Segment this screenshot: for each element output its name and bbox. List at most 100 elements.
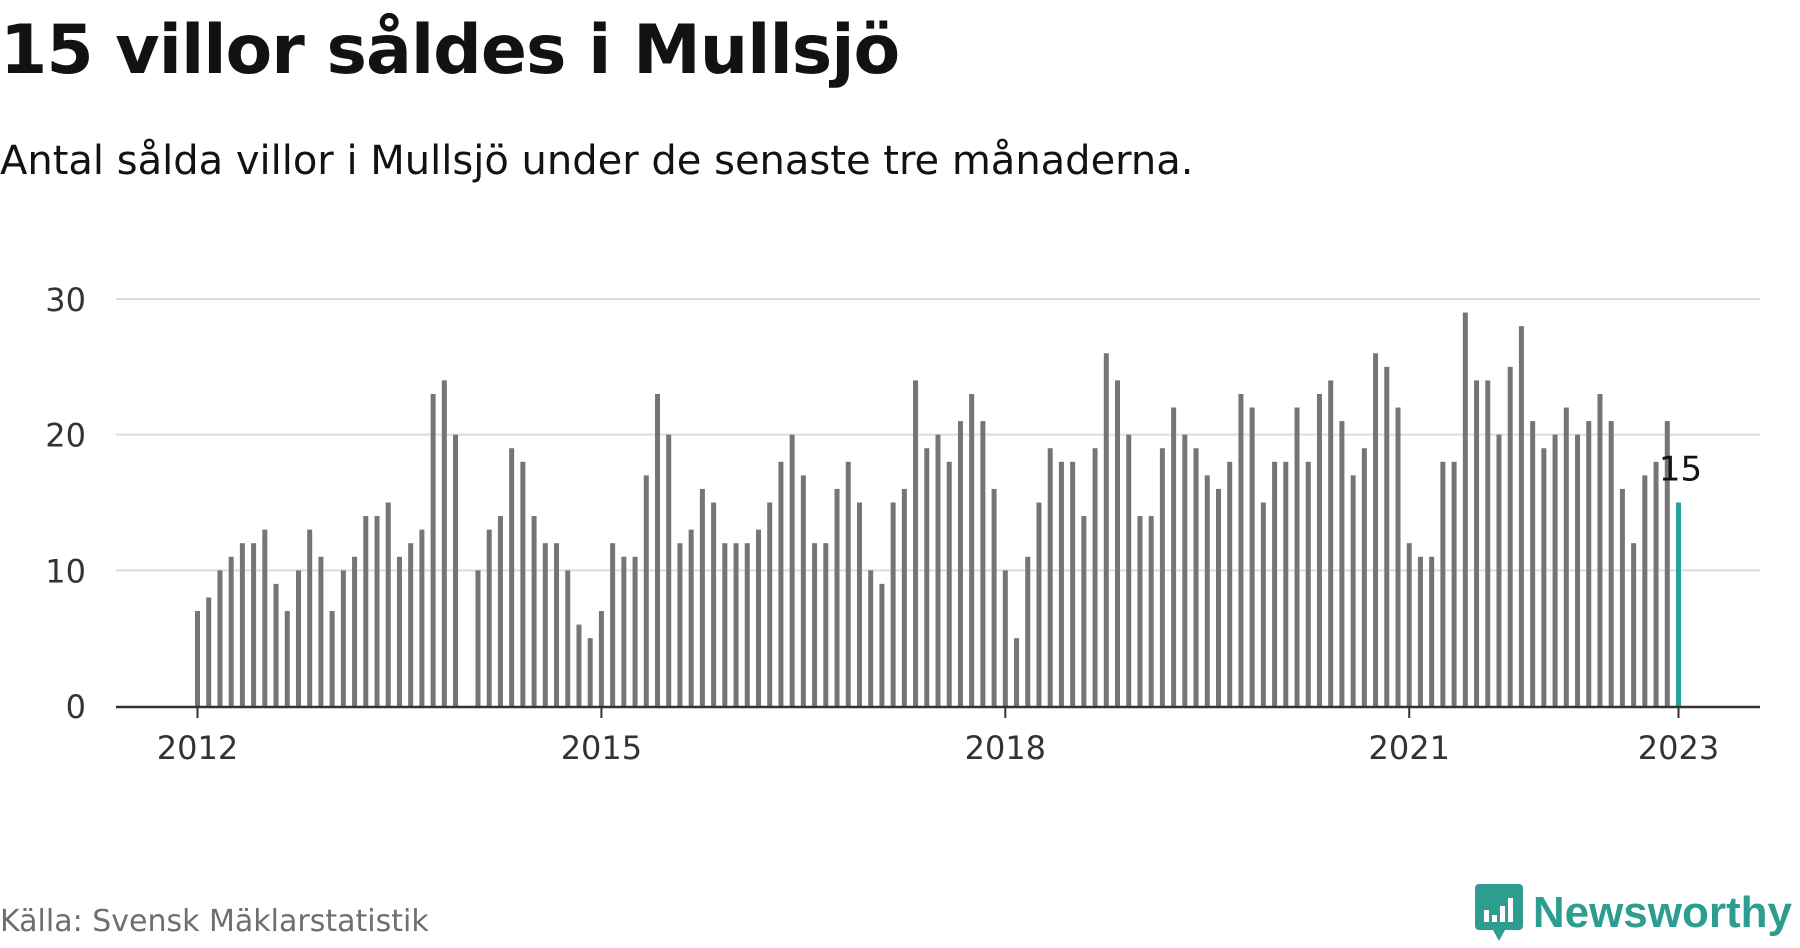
bar [946, 461, 952, 706]
bar [632, 556, 638, 706]
bar [1081, 516, 1087, 706]
bar [1339, 421, 1345, 706]
bar [901, 488, 907, 706]
bar [273, 583, 279, 706]
bar [991, 488, 997, 706]
bar-chart: 0 10 20 30 15 2012 2015 2018 2021 2023 [45, 281, 1760, 767]
bar [666, 434, 672, 706]
bar [868, 570, 874, 706]
bar [1182, 434, 1188, 706]
x-tick-label: 2023 [1638, 729, 1719, 767]
bar [1002, 570, 1008, 706]
bar [969, 393, 975, 706]
chart-subtitle: Antal sålda villor i Mullsjö under de se… [0, 138, 1194, 184]
source-note: Källa: Svensk Mäklarstatistik [0, 904, 429, 939]
bar [1518, 326, 1524, 706]
bar [1092, 448, 1098, 706]
bar [1215, 488, 1221, 706]
bar [251, 543, 257, 706]
bar [778, 461, 784, 706]
bar [554, 543, 560, 706]
bar [733, 543, 739, 706]
bar [1429, 556, 1435, 706]
bar [1328, 380, 1334, 706]
bar [1350, 475, 1356, 706]
bar [520, 461, 526, 706]
bar [1631, 543, 1637, 706]
bar [1126, 434, 1132, 706]
bar [711, 502, 717, 706]
bar [677, 543, 683, 706]
bar [531, 516, 537, 706]
bar [307, 529, 313, 706]
bar [1530, 421, 1536, 706]
bar [655, 393, 661, 706]
bar [1070, 461, 1076, 706]
bar [1103, 353, 1109, 706]
bar [980, 421, 986, 706]
bar [430, 393, 436, 706]
bar [352, 556, 358, 706]
y-tick-label: 10 [45, 552, 86, 590]
bar [1058, 461, 1064, 706]
bar [1283, 461, 1289, 706]
bar [453, 434, 459, 706]
bar [744, 543, 750, 706]
bar [1249, 407, 1255, 706]
bar [262, 529, 268, 706]
bar [1485, 380, 1491, 706]
bar [1025, 556, 1031, 706]
bar [621, 556, 627, 706]
bar [228, 556, 234, 706]
bar [587, 638, 593, 706]
bar [1462, 312, 1468, 706]
bar [1238, 393, 1244, 706]
bar [486, 529, 492, 706]
bar [913, 380, 919, 706]
bar [318, 556, 324, 706]
bar [1395, 407, 1401, 706]
bar [1047, 448, 1053, 706]
brand-name: Newsworthy [1532, 888, 1792, 937]
bar [1171, 407, 1177, 706]
bar [1014, 638, 1020, 706]
bar [1653, 461, 1659, 706]
bar [509, 448, 515, 706]
bar [497, 516, 503, 706]
bar [834, 488, 840, 706]
bar [1193, 448, 1199, 706]
y-tick-label: 0 [66, 688, 86, 726]
bar [419, 529, 425, 706]
bar [1507, 366, 1513, 706]
bar [845, 461, 851, 706]
bar [812, 543, 818, 706]
highlight-value-label: 15 [1659, 450, 1702, 490]
bar [800, 475, 806, 706]
bar [363, 516, 369, 706]
x-tick-label: 2021 [1369, 729, 1450, 767]
bar [890, 502, 896, 706]
bar [1586, 421, 1592, 706]
bar [699, 488, 705, 706]
bar [643, 475, 649, 706]
y-tick-label: 20 [45, 417, 86, 455]
bar [1272, 461, 1278, 706]
bar [1361, 448, 1367, 706]
bar [1406, 543, 1412, 706]
bar [1451, 461, 1457, 706]
bar [195, 611, 200, 706]
bar [1316, 393, 1322, 706]
bar [475, 570, 481, 706]
bar [576, 624, 582, 706]
bar [1541, 448, 1547, 706]
bar [610, 543, 616, 706]
bar [1575, 434, 1581, 706]
bar [924, 448, 930, 706]
bar [565, 570, 571, 706]
bar [1036, 502, 1042, 706]
bar [598, 611, 604, 706]
x-tick-label: 2015 [561, 729, 642, 767]
bar [284, 611, 290, 706]
bar [542, 543, 548, 706]
bar [340, 570, 346, 706]
